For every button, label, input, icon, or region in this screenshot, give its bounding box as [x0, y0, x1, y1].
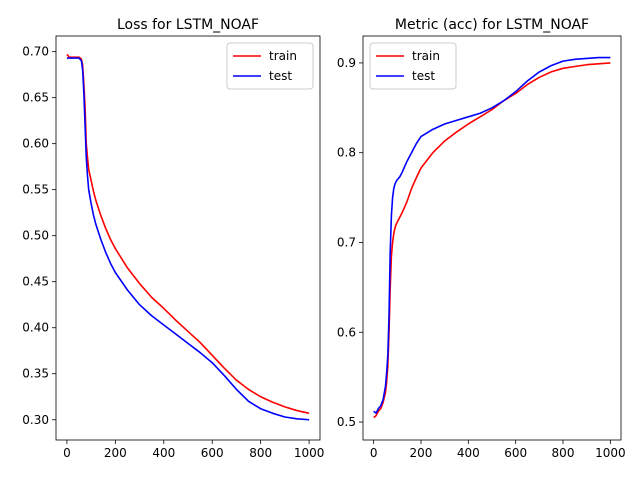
- accuracy-chart-y-tick-label: 0.8: [337, 146, 356, 160]
- loss-chart-legend-test-label: test: [269, 69, 292, 83]
- loss-chart-y-tick-label: 0.30: [22, 413, 49, 427]
- accuracy-chart-y-tick-label: 0.9: [337, 56, 356, 70]
- loss-chart: Loss for LSTM_NOAF 0 200 400 600 800 1000 0.3…: [22, 17, 324, 460]
- loss-chart-y-tick-label: 0.65: [22, 91, 49, 105]
- loss-chart-x-tick-label: 1000: [294, 446, 325, 460]
- accuracy-chart-y-tick-label: 0.7: [337, 235, 356, 249]
- loss-chart-x-axis: 0 200 400 600 800 1000: [63, 440, 324, 460]
- accuracy-chart-x-tick-label: 0: [370, 446, 378, 460]
- loss-chart-legend: train test: [226, 42, 314, 90]
- accuracy-chart-x-tick-label: 400: [457, 446, 480, 460]
- accuracy-chart-x-axis: 0 200 400 600 800 1000: [370, 440, 626, 460]
- loss-chart-y-tick-label: 0.45: [22, 275, 49, 289]
- accuracy-chart: Metric (acc) for LSTM_NOAF 0 200 400 600 800…: [337, 17, 626, 460]
- accuracy-chart-x-tick-label: 200: [410, 446, 433, 460]
- accuracy-chart-title: Metric (acc) for LSTM_NOAF: [395, 17, 589, 33]
- loss-chart-frame: [55, 35, 321, 441]
- accuracy-chart-legend-box: [369, 42, 457, 90]
- accuracy-chart-x-tick-label: 800: [552, 446, 575, 460]
- accuracy-chart-series: [373, 56, 611, 419]
- loss-chart-x-tick-label: 0: [63, 446, 71, 460]
- loss-chart-legend-box: [226, 42, 314, 90]
- loss-chart-series-test-line: [66, 57, 310, 421]
- loss-chart-legend-train-label: train: [269, 49, 297, 63]
- loss-chart-y-tick-label: 0.60: [22, 137, 49, 151]
- loss-chart-x-tick-label: 800: [249, 446, 272, 460]
- accuracy-chart-frame: [362, 35, 622, 441]
- loss-chart-y-axis: 0.30 0.35 0.40 0.45 0.50 0.55 0.60 0.65 0.70: [22, 45, 56, 427]
- loss-chart-x-tick-label: 600: [201, 446, 224, 460]
- accuracy-chart-x-tick-label: 600: [504, 446, 527, 460]
- accuracy-chart-legend: train test: [369, 42, 457, 90]
- loss-chart-x-tick-label: 400: [152, 446, 175, 460]
- loss-chart-y-tick-label: 0.35: [22, 367, 49, 381]
- accuracy-chart-y-tick-label: 0.5: [337, 415, 356, 429]
- loss-chart-y-tick-label: 0.70: [22, 45, 49, 59]
- accuracy-chart-y-axis: 0.5 0.6 0.7 0.8 0.9: [337, 56, 363, 429]
- accuracy-chart-y-tick-label: 0.6: [337, 325, 356, 339]
- loss-chart-y-tick-label: 0.40: [22, 321, 49, 335]
- accuracy-chart-legend-test-label: test: [412, 69, 435, 83]
- loss-chart-y-tick-label: 0.50: [22, 229, 49, 243]
- loss-chart-title: Loss for LSTM_NOAF: [117, 17, 259, 33]
- loss-chart-x-tick-label: 200: [104, 446, 127, 460]
- loss-chart-series: [66, 53, 310, 421]
- loss-chart-y-tick-label: 0.55: [22, 183, 49, 197]
- accuracy-chart-legend-train-label: train: [412, 49, 440, 63]
- accuracy-chart-x-tick-label: 1000: [595, 446, 626, 460]
- accuracy-chart-series-test-line: [373, 56, 611, 414]
